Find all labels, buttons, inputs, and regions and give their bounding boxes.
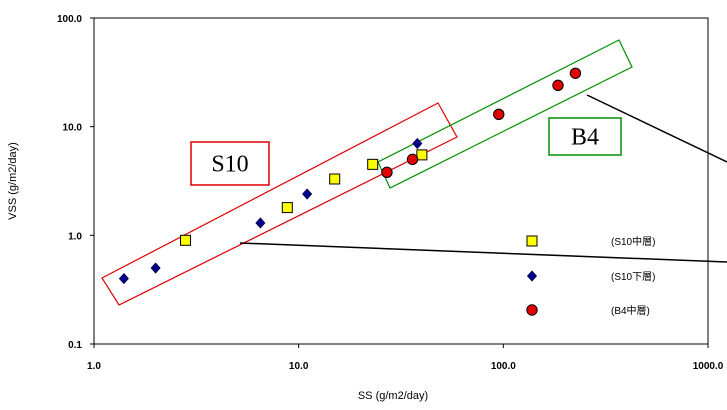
y-axis-ticks: 0.1 1.0 10.0 100.0 [57,14,94,351]
point-square [367,158,379,170]
point-circle [569,67,582,79]
x-tick-label: 1000.0 [693,361,724,372]
y-tick-label: 10.0 [63,123,83,134]
y-axis-title: VSS (g/m2/day) [7,142,19,220]
legend: (S10中層) (S10下層) (B4中層) [526,235,655,317]
y-tick-label: 0.1 [68,340,82,351]
point-circle [493,108,505,120]
plot-frame [93,17,709,345]
leader-line-s10 [239,242,727,263]
x-axis-title: SS (g/m2/day) [358,390,428,402]
point-square [329,173,341,185]
legend-marker-square [526,235,538,247]
highlight-boxes [101,39,633,306]
leader-line-b4 [586,94,727,163]
legend-marker-circle [526,304,538,316]
S10-highlight-box [101,102,458,306]
point-square [416,149,428,161]
x-axis-ticks: 1.0 10.0 100.0 1000.0 [87,344,724,372]
point-square [180,234,192,246]
point-diamond [150,262,161,274]
x-tick-label: 10.0 [289,361,309,372]
B4-highlight-box [377,39,633,189]
legend-label: (S10下層) [611,271,655,283]
x-tick-label: 1.0 [87,361,101,372]
box-labels: S10 B4 [190,117,622,186]
x-tick-label: 100.0 [491,361,516,372]
S10-label-text: S10 [211,152,248,178]
legend-label: (B4中層) [611,304,650,317]
y-tick-label: 100.0 [57,14,82,25]
legend-label: (S10中層) [611,235,655,248]
point-square [281,202,293,214]
point-diamond [118,272,129,285]
point-diamond [412,137,423,150]
data-points [118,67,582,285]
legend-marker-diamond [526,270,538,282]
B4-label-text: B4 [571,125,599,151]
B4-label-box [548,117,622,156]
point-circle [552,79,564,92]
point-circle [406,153,419,166]
point-diamond [255,217,266,229]
point-diamond [302,188,313,200]
leader-lines [239,94,727,263]
S10-label-box [190,141,270,186]
y-tick-label: 1.0 [68,231,82,242]
point-circle [381,166,393,179]
